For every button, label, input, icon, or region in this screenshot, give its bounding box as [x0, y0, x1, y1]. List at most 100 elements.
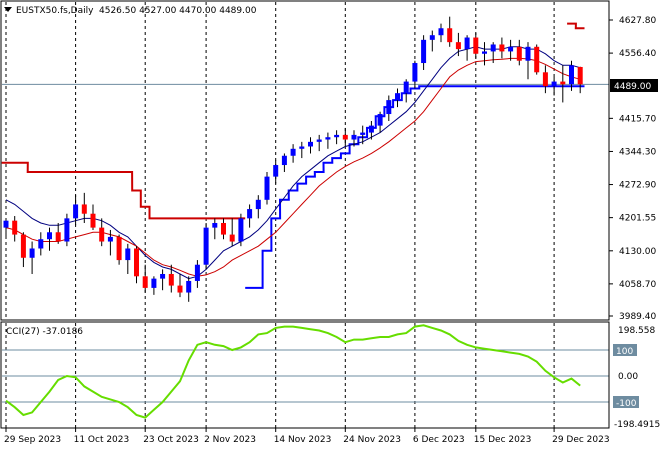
- bear-candle-body: [55, 232, 61, 242]
- bull-candle-body: [325, 137, 331, 140]
- bull-candle-body: [160, 273, 166, 279]
- bull-candle-body: [107, 236, 113, 242]
- bear-candle-body: [229, 234, 235, 242]
- dropdown-triangle-icon[interactable]: [4, 7, 12, 12]
- cci-top-value: 198.558: [618, 326, 655, 336]
- bear-candle-body: [221, 222, 226, 235]
- current-price-badge: [610, 79, 658, 92]
- bear-candle-body: [20, 234, 26, 258]
- price-tick-label: 4130.00: [619, 247, 656, 257]
- bull-candle-body: [290, 148, 296, 156]
- time-tick-label: 23 Oct 2023: [143, 435, 199, 445]
- price-tick-label: 4272.90: [619, 181, 656, 191]
- time-tick-label: 24 Nov 2023: [343, 435, 401, 445]
- symbol-title: EUSTX50.fs,Daily: [16, 6, 94, 16]
- bull-candle-body: [247, 209, 253, 219]
- bear-candle-body: [168, 273, 174, 286]
- cci-line-series: [5, 324, 581, 419]
- candlestick-series: [3, 16, 583, 302]
- cci-upper-level-badge: [613, 344, 637, 356]
- bull-candle-body: [3, 220, 9, 228]
- bear-candle-body: [177, 285, 183, 293]
- bear-candle-body: [116, 236, 122, 261]
- bull-candle-body: [255, 199, 261, 210]
- cci-label: CCI(27) -37.0186: [6, 327, 83, 337]
- series-line-lower-channel: [245, 85, 585, 289]
- price-tick-label: 4201.55: [619, 214, 656, 224]
- bull-candle-body: [395, 93, 400, 101]
- bull-candle-body: [125, 248, 131, 261]
- bull-candle-body: [368, 125, 374, 133]
- time-tick-label: 11 Oct 2023: [74, 435, 130, 445]
- bear-candle-body: [542, 72, 548, 87]
- bull-candle-body: [490, 44, 496, 52]
- bull-candle-body: [186, 280, 192, 293]
- cci-lower-level-label: -100: [616, 399, 637, 409]
- current-price-label: 4489.00: [614, 82, 651, 92]
- bull-candle-body: [360, 132, 366, 135]
- bear-candle-body: [342, 134, 348, 140]
- bull-candle-body: [38, 239, 44, 249]
- price-tick-label: 4627.80: [619, 16, 656, 26]
- bull-candle-body: [421, 39, 427, 64]
- bull-candle-body: [273, 165, 279, 177]
- bull-candle-body: [212, 222, 218, 228]
- bear-candle-body: [516, 46, 522, 61]
- bear-candle-body: [560, 81, 566, 85]
- bull-candle-body: [299, 146, 305, 149]
- bull-candle-body: [238, 218, 244, 242]
- bear-candle-body: [534, 46, 540, 73]
- bear-candle-body: [499, 44, 505, 52]
- bear-candle-body: [81, 204, 87, 214]
- time-tick-label: 15 Dec 2023: [474, 435, 532, 445]
- bull-candle-body: [403, 81, 409, 94]
- bull-candle-body: [281, 155, 287, 166]
- bull-candle-body: [386, 100, 392, 115]
- price-tick-label: 4344.30: [619, 147, 656, 157]
- bear-candle-body: [134, 248, 139, 277]
- price-tick-label: 4058.70: [619, 280, 656, 290]
- bull-candle-body: [151, 278, 157, 288]
- time-tick-label: 14 Nov 2023: [274, 435, 332, 445]
- bull-candle-body: [525, 46, 531, 61]
- price-axis: 3989.40 4058.70 4130.00 4201.55 4272.90 4344.…: [609, 16, 656, 322]
- bull-candle-body: [377, 114, 383, 126]
- bear-candle-body: [99, 227, 105, 242]
- cci-zero-label: 0.00: [618, 372, 638, 382]
- bull-candle-body: [308, 141, 313, 147]
- bull-candle-body: [29, 248, 35, 258]
- bear-candle-body: [142, 276, 148, 288]
- price-tick-label: 3989.40: [619, 312, 656, 322]
- bull-candle-body: [551, 81, 557, 87]
- price-pane-border: [0, 0, 610, 321]
- time-tick-label: 29 Sep 2023: [4, 435, 61, 445]
- price-tick-label: 4556.40: [619, 49, 656, 59]
- cci-level-lines: [2, 349, 609, 403]
- ohlc-values: 4526.50 4527.00 4470.00 4489.00: [99, 6, 257, 16]
- bull-candle-body: [508, 46, 514, 52]
- bull-candle-body: [438, 28, 444, 36]
- bull-candle-body: [73, 204, 79, 219]
- time-axis: 29 Sep 2023 11 Oct 2023 23 Oct 2023 2 Nov 2…: [4, 428, 610, 445]
- bull-candle-body: [482, 51, 487, 54]
- bear-candle-body: [12, 220, 18, 235]
- bull-candle-body: [203, 227, 209, 265]
- cci-line: [5, 324, 581, 419]
- bull-candle-body: [569, 65, 574, 85]
- time-tick-label: 29 Dec 2023: [552, 435, 610, 445]
- bear-candle-body: [90, 213, 96, 228]
- bull-candle-body: [429, 35, 435, 40]
- bear-candle-body: [577, 66, 583, 85]
- cci-pane-border: [0, 321, 610, 429]
- bear-candle-body: [447, 28, 453, 43]
- price-tick-label: 4415.70: [619, 114, 656, 124]
- bull-candle-body: [334, 134, 340, 138]
- time-tick-label: 2 Nov 2023: [204, 435, 256, 445]
- bull-candle-body: [47, 232, 52, 240]
- bull-candle-body: [64, 218, 70, 242]
- cci-upper-level-label: 100: [616, 347, 633, 357]
- bear-candle-body: [473, 37, 479, 54]
- bull-candle-body: [464, 37, 470, 50]
- bull-candle-body: [351, 134, 357, 140]
